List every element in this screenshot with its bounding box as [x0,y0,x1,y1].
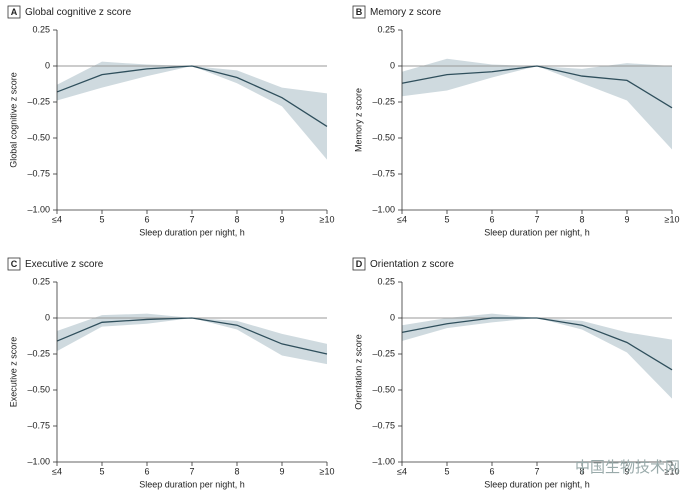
panel-badge [7,257,21,271]
y-tick-label: –0.50 [27,384,50,394]
x-tick-label: 9 [279,466,284,476]
confidence-band [402,58,672,150]
x-tick-label: 8 [579,466,584,476]
data-line [56,317,328,355]
panel-title: Orientation z score [370,259,454,270]
confidence-band [57,313,327,365]
y-axis-label: Executive z score [8,337,18,408]
y-tick-label: –1.00 [372,456,395,466]
x-tick-label: 7 [534,466,539,476]
x-tick-label: 9 [624,466,629,476]
y-tick-label: 0 [45,312,50,322]
x-axis-label: Sleep duration per night, h [139,479,245,489]
y-tick-label: 0 [390,60,395,70]
x-tick-label: 6 [489,466,494,476]
confidence-band [57,61,327,160]
x-tick-label: ≤4 [397,466,407,476]
data-line [401,65,673,109]
panel-letter: D [356,259,363,269]
y-tick-label: –1.00 [27,456,50,466]
y-tick-label: –1.00 [27,204,50,214]
y-tick-label: –0.75 [372,420,395,430]
panel-letter: C [11,259,18,269]
x-axis-label: Sleep duration per night, h [484,479,590,489]
data-line [401,317,673,371]
y-tick-label: 0.25 [32,24,50,34]
y-axis-label: Memory z score [353,88,363,152]
panel-badge [352,257,366,271]
panel-badge [7,5,21,19]
confidence-band [402,313,672,399]
panel-title: Memory z score [370,7,442,18]
x-tick-label: 6 [489,214,494,224]
panel-title: Global cognitive z score [25,7,132,18]
x-axis-label: Sleep duration per night, h [139,227,245,237]
data-line [56,65,328,128]
y-tick-label: 0.25 [32,276,50,286]
y-tick-label: –0.25 [372,348,395,358]
y-tick-label: 0 [390,312,395,322]
panel-letter: A [11,7,18,17]
x-tick-label: 8 [579,214,584,224]
y-tick-label: –0.75 [372,168,395,178]
x-tick-label: 7 [189,214,194,224]
x-tick-label: 7 [189,466,194,476]
x-tick-label: 8 [234,466,239,476]
y-tick-label: –0.75 [27,168,50,178]
x-tick-label: ≥10 [665,466,680,476]
y-axis-label: Global cognitive z score [8,72,18,168]
x-tick-label: 9 [279,214,284,224]
y-tick-label: –0.25 [27,348,50,358]
x-tick-label: ≥10 [665,214,680,224]
panel-badge [352,5,366,19]
y-tick-label: –0.75 [27,420,50,430]
x-tick-label: ≤4 [397,214,407,224]
y-axis-label: Orientation z score [353,334,363,410]
x-tick-label: 5 [444,214,449,224]
y-tick-label: –0.50 [27,132,50,142]
x-tick-label: ≥10 [320,466,335,476]
y-tick-label: –1.00 [372,204,395,214]
panel-title: Executive z score [25,259,104,270]
y-tick-label: 0.25 [377,276,395,286]
x-tick-label: ≤4 [52,466,62,476]
y-tick-label: –0.50 [372,132,395,142]
y-tick-label: 0.25 [377,24,395,34]
x-tick-label: ≥10 [320,214,335,224]
x-tick-label: 5 [99,466,104,476]
y-tick-label: –0.25 [27,96,50,106]
x-tick-label: 9 [624,214,629,224]
x-axis-label: Sleep duration per night, h [484,227,590,237]
x-tick-label: ≤4 [52,214,62,224]
x-tick-label: 8 [234,214,239,224]
y-tick-label: –0.50 [372,384,395,394]
x-tick-label: 6 [144,466,149,476]
x-tick-label: 5 [99,214,104,224]
x-tick-label: 7 [534,214,539,224]
watermark: 中国生物技术网 [575,459,680,476]
y-tick-label: 0 [45,60,50,70]
x-tick-label: 6 [144,214,149,224]
panel-letter: B [356,7,363,17]
x-tick-label: 5 [444,466,449,476]
y-tick-label: –0.25 [372,96,395,106]
